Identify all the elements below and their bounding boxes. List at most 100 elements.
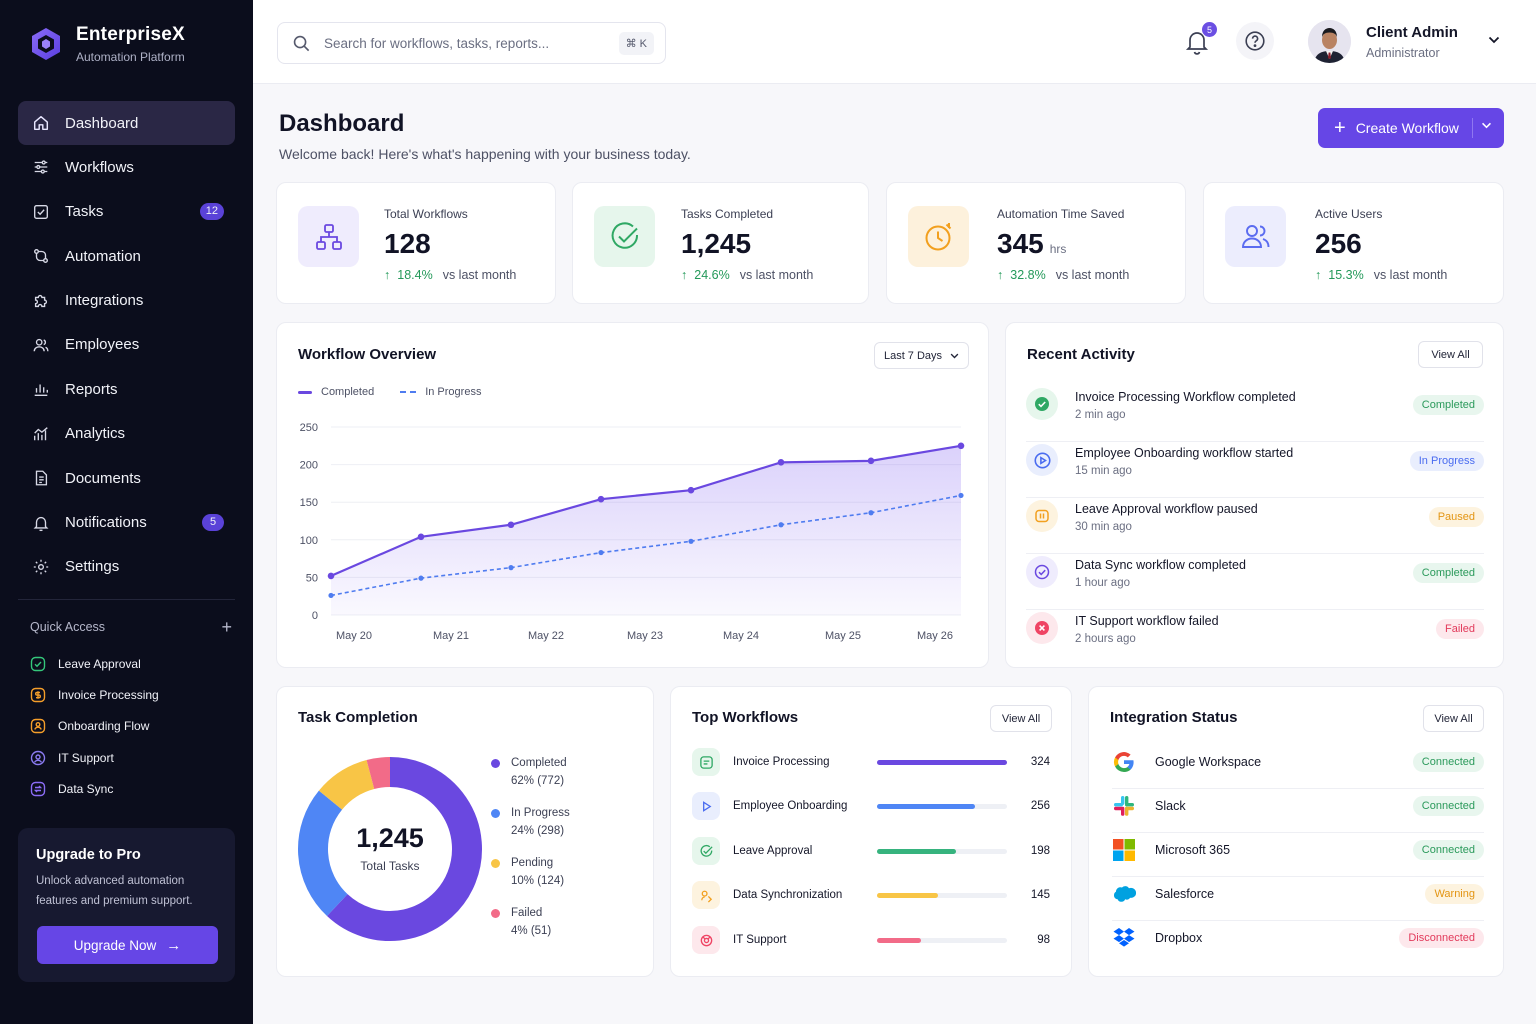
- sidebar-item-settings[interactable]: Settings: [18, 545, 235, 589]
- search-icon: [293, 35, 310, 51]
- add-quick-access-icon[interactable]: +: [221, 617, 232, 637]
- integration-row[interactable]: Slack Connected: [1112, 789, 1484, 833]
- quick-access-label: Onboarding Flow: [58, 719, 150, 734]
- legend-dot: [491, 909, 500, 918]
- completed-point: [867, 457, 875, 465]
- sidebar-item-workflows[interactable]: Workflows: [18, 145, 235, 189]
- brand[interactable]: EnterpriseX Automation Platform: [28, 24, 185, 64]
- integration-row[interactable]: Dropbox Disconnected: [1112, 921, 1484, 965]
- y-tick-label: 50: [306, 572, 318, 584]
- top-workflow-row[interactable]: Leave Approval 198: [692, 837, 1050, 867]
- activity-item[interactable]: Leave Approval workflow paused 30 min ag…: [1026, 498, 1484, 554]
- y-tick-label: 0: [312, 610, 318, 622]
- task-completion-card: Task Completion 1,245 Total Tasks Comple…: [276, 686, 654, 977]
- view-all-button[interactable]: View All: [990, 705, 1052, 732]
- sidebar-item-automation[interactable]: Automation: [18, 234, 235, 278]
- completed-point: [777, 459, 785, 466]
- top-workflow-row[interactable]: Data Synchronization 145: [692, 881, 1050, 911]
- legend-detail: 4% (51): [511, 925, 552, 937]
- sidebar-item-notifications[interactable]: Notifications 5: [18, 501, 235, 545]
- sidebar-item-integrations[interactable]: Integrations: [18, 279, 235, 323]
- stat-label: Automation Time Saved: [997, 207, 1125, 221]
- top-workflow-row[interactable]: IT Support 98: [692, 926, 1050, 956]
- stat-label: Total Workflows: [384, 207, 468, 221]
- delta-value: 24.6%: [694, 268, 730, 282]
- activity-item[interactable]: Invoice Processing Workflow completed 2 …: [1026, 386, 1484, 442]
- integration-row[interactable]: Google Workspace Connected: [1112, 745, 1484, 789]
- button-separator: [1472, 118, 1473, 138]
- sidebar-item-documents[interactable]: Documents: [18, 456, 235, 500]
- sidebar-item-label: Integrations: [65, 292, 144, 310]
- top-workflow-row[interactable]: Invoice Processing 324: [692, 748, 1050, 778]
- help-button[interactable]: [1236, 22, 1274, 60]
- x-tick-label: May 26: [917, 630, 953, 642]
- leave-approval-icon: [30, 656, 46, 671]
- quick-access-item[interactable]: Onboarding Flow: [30, 711, 159, 742]
- main-nav: Dashboard Workflows Tasks 12 Automation …: [18, 101, 235, 589]
- upgrade-now-button[interactable]: Upgrade Now →: [37, 926, 218, 964]
- search-box[interactable]: ⌘ K: [277, 22, 666, 64]
- stat-delta: ↑ 15.3% vs last month: [1315, 268, 1447, 282]
- quick-access-label: Invoice Processing: [58, 687, 159, 702]
- stat-value: 1,245: [681, 228, 751, 260]
- sidebar-item-reports[interactable]: Reports: [18, 367, 235, 411]
- quick-access-item[interactable]: IT Support: [30, 742, 159, 773]
- chevron-down-icon[interactable]: [1481, 122, 1492, 129]
- quick-access-item[interactable]: Data Sync: [30, 773, 159, 804]
- date-range-select[interactable]: Last 7 Days: [874, 342, 969, 369]
- x-tick-label: May 22: [528, 630, 564, 642]
- integration-name: Google Workspace: [1155, 755, 1262, 769]
- integration-row[interactable]: Microsoft 365 Connected: [1112, 833, 1484, 877]
- view-all-label: View All: [1001, 712, 1041, 725]
- quick-access-item[interactable]: Leave Approval: [30, 648, 159, 679]
- sidebar-item-label: Automation: [65, 247, 141, 265]
- in-progress-point: [868, 510, 874, 516]
- stat-value: 128: [384, 228, 431, 260]
- stat-label: Active Users: [1315, 207, 1383, 221]
- in-progress-point: [508, 565, 514, 571]
- tw-icon-box: [692, 926, 720, 954]
- support-icon: [700, 934, 712, 946]
- chevron-down-icon[interactable]: [1488, 36, 1500, 44]
- avatar[interactable]: [1308, 20, 1351, 63]
- create-workflow-button[interactable]: + Create Workflow: [1318, 108, 1504, 148]
- completed-point: [507, 521, 515, 529]
- quick-access-header: Quick Access +: [30, 617, 232, 637]
- workflow-overview-card: Workflow Overview Last 7 Days Completed …: [276, 322, 989, 668]
- view-all-button[interactable]: View All: [1423, 705, 1484, 732]
- integration-row[interactable]: Salesforce Warning: [1112, 877, 1484, 921]
- activity-item[interactable]: Employee Onboarding workflow started 15 …: [1026, 442, 1484, 498]
- integration-name: Slack: [1155, 799, 1186, 813]
- x-tick-label: May 23: [627, 630, 663, 642]
- search-input[interactable]: [324, 35, 604, 51]
- stat-icon-box: [298, 206, 359, 267]
- arrow-up-icon: ↑: [681, 268, 688, 282]
- check-circle-icon: [700, 844, 713, 857]
- sidebar-item-employees[interactable]: Employees: [18, 323, 235, 367]
- bar-chart-icon: [34, 384, 48, 397]
- status-badge: Connected: [1412, 840, 1484, 860]
- logo-icon: [32, 28, 60, 60]
- sidebar-item-label: Settings: [65, 558, 120, 576]
- view-all-label: View All: [1434, 712, 1473, 725]
- activity-item[interactable]: IT Support workflow failed 2 hours ago F…: [1026, 610, 1484, 666]
- activity-item[interactable]: Data Sync workflow completed 1 hour ago …: [1026, 554, 1484, 610]
- clock-icon: [925, 222, 951, 250]
- top-workflow-row[interactable]: Employee Onboarding 256: [692, 792, 1050, 822]
- completed-area: [331, 445, 961, 615]
- completed-point: [597, 495, 605, 503]
- in-progress-point: [958, 492, 964, 499]
- donut-center: 1,245 Total Tasks: [290, 823, 490, 873]
- legend-label: Pending: [511, 857, 554, 869]
- user-avatar-icon: [1308, 20, 1351, 63]
- activity-time: 15 min ago: [1075, 465, 1132, 477]
- notification-bell-icon[interactable]: [1183, 28, 1211, 56]
- delta-value: 18.4%: [397, 268, 433, 282]
- sidebar-item-dashboard[interactable]: Dashboard: [18, 101, 235, 145]
- sidebar-item-tasks[interactable]: Tasks 12: [18, 190, 235, 234]
- workflow-name: Employee Onboarding: [733, 800, 848, 812]
- sidebar-item-analytics[interactable]: Analytics: [18, 412, 235, 456]
- quick-access-item[interactable]: Invoice Processing: [30, 679, 159, 710]
- view-all-button[interactable]: View All: [1418, 341, 1483, 368]
- quick-access-title: Quick Access: [30, 620, 106, 634]
